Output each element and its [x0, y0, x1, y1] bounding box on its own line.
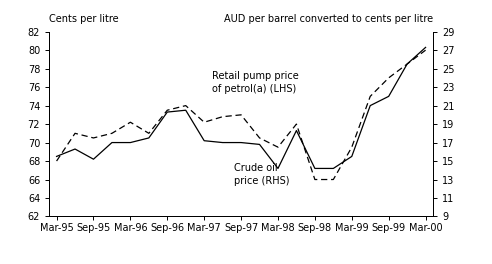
Text: Crude oil
price (RHS): Crude oil price (RHS) — [234, 163, 289, 186]
Text: Cents per litre: Cents per litre — [49, 14, 119, 24]
Text: AUD per barrel converted to cents per litre: AUD per barrel converted to cents per li… — [224, 14, 433, 24]
Text: Retail pump price
of petrol(a) (LHS): Retail pump price of petrol(a) (LHS) — [212, 71, 298, 94]
